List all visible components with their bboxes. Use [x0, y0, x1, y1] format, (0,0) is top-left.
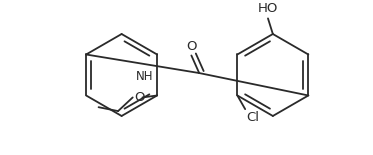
- Text: Cl: Cl: [246, 111, 259, 124]
- Text: O: O: [186, 40, 197, 53]
- Text: HO: HO: [258, 2, 278, 16]
- Text: NH: NH: [136, 70, 153, 83]
- Text: O: O: [134, 91, 145, 104]
